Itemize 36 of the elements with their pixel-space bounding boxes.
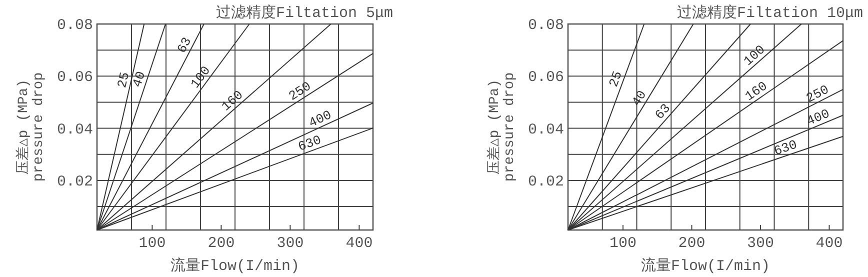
chart-title: 过滤精度Filtation 5μm: [216, 4, 393, 22]
y-tick-label: 0.02: [528, 173, 564, 190]
text: 630: [772, 137, 800, 159]
y-tick-label: 0.08: [528, 17, 564, 34]
y-axis-title: 压差△p (MPa) pressure drop: [486, 72, 518, 182]
text: 100: [740, 42, 768, 69]
x-tick-label: 200: [678, 235, 706, 252]
text: 160: [742, 78, 770, 104]
x-tick-label: 300: [746, 235, 774, 252]
text: 630: [296, 132, 324, 155]
x-axis-title: 流量Flow(I/min): [640, 257, 770, 275]
x-tick-label: 400: [816, 235, 843, 252]
y-tick-label: 0.06: [56, 69, 93, 86]
text: 40: [628, 88, 650, 109]
text: 63: [652, 100, 674, 123]
y-tick-label: 0.02: [56, 173, 93, 190]
y-tick-label: 0.04: [56, 121, 93, 138]
x-axis-title: 流量Flow(I/min): [170, 257, 300, 275]
text: 400: [306, 107, 334, 131]
y-tick-label: 0.06: [528, 69, 564, 86]
text: 250: [286, 78, 314, 104]
y-tick-label: 0.08: [56, 17, 93, 34]
x-tick-label: 200: [208, 235, 235, 252]
text: 160: [218, 87, 246, 114]
text: 100: [188, 63, 214, 92]
x-tick-label: 300: [276, 235, 304, 252]
x-tick-label: 100: [138, 235, 166, 252]
text: 400: [804, 106, 832, 129]
x-tick-label: 100: [609, 235, 637, 252]
y-tick-label: 0.04: [528, 121, 564, 138]
y-axis-title: 压差△p (MPa) pressure drop: [15, 72, 47, 182]
chart-title: 过滤精度Filtation 10μm: [676, 4, 863, 22]
text: 63: [174, 34, 195, 56]
text: 250: [804, 82, 832, 106]
text: 25: [606, 69, 626, 90]
x-tick-label: 400: [346, 235, 373, 252]
